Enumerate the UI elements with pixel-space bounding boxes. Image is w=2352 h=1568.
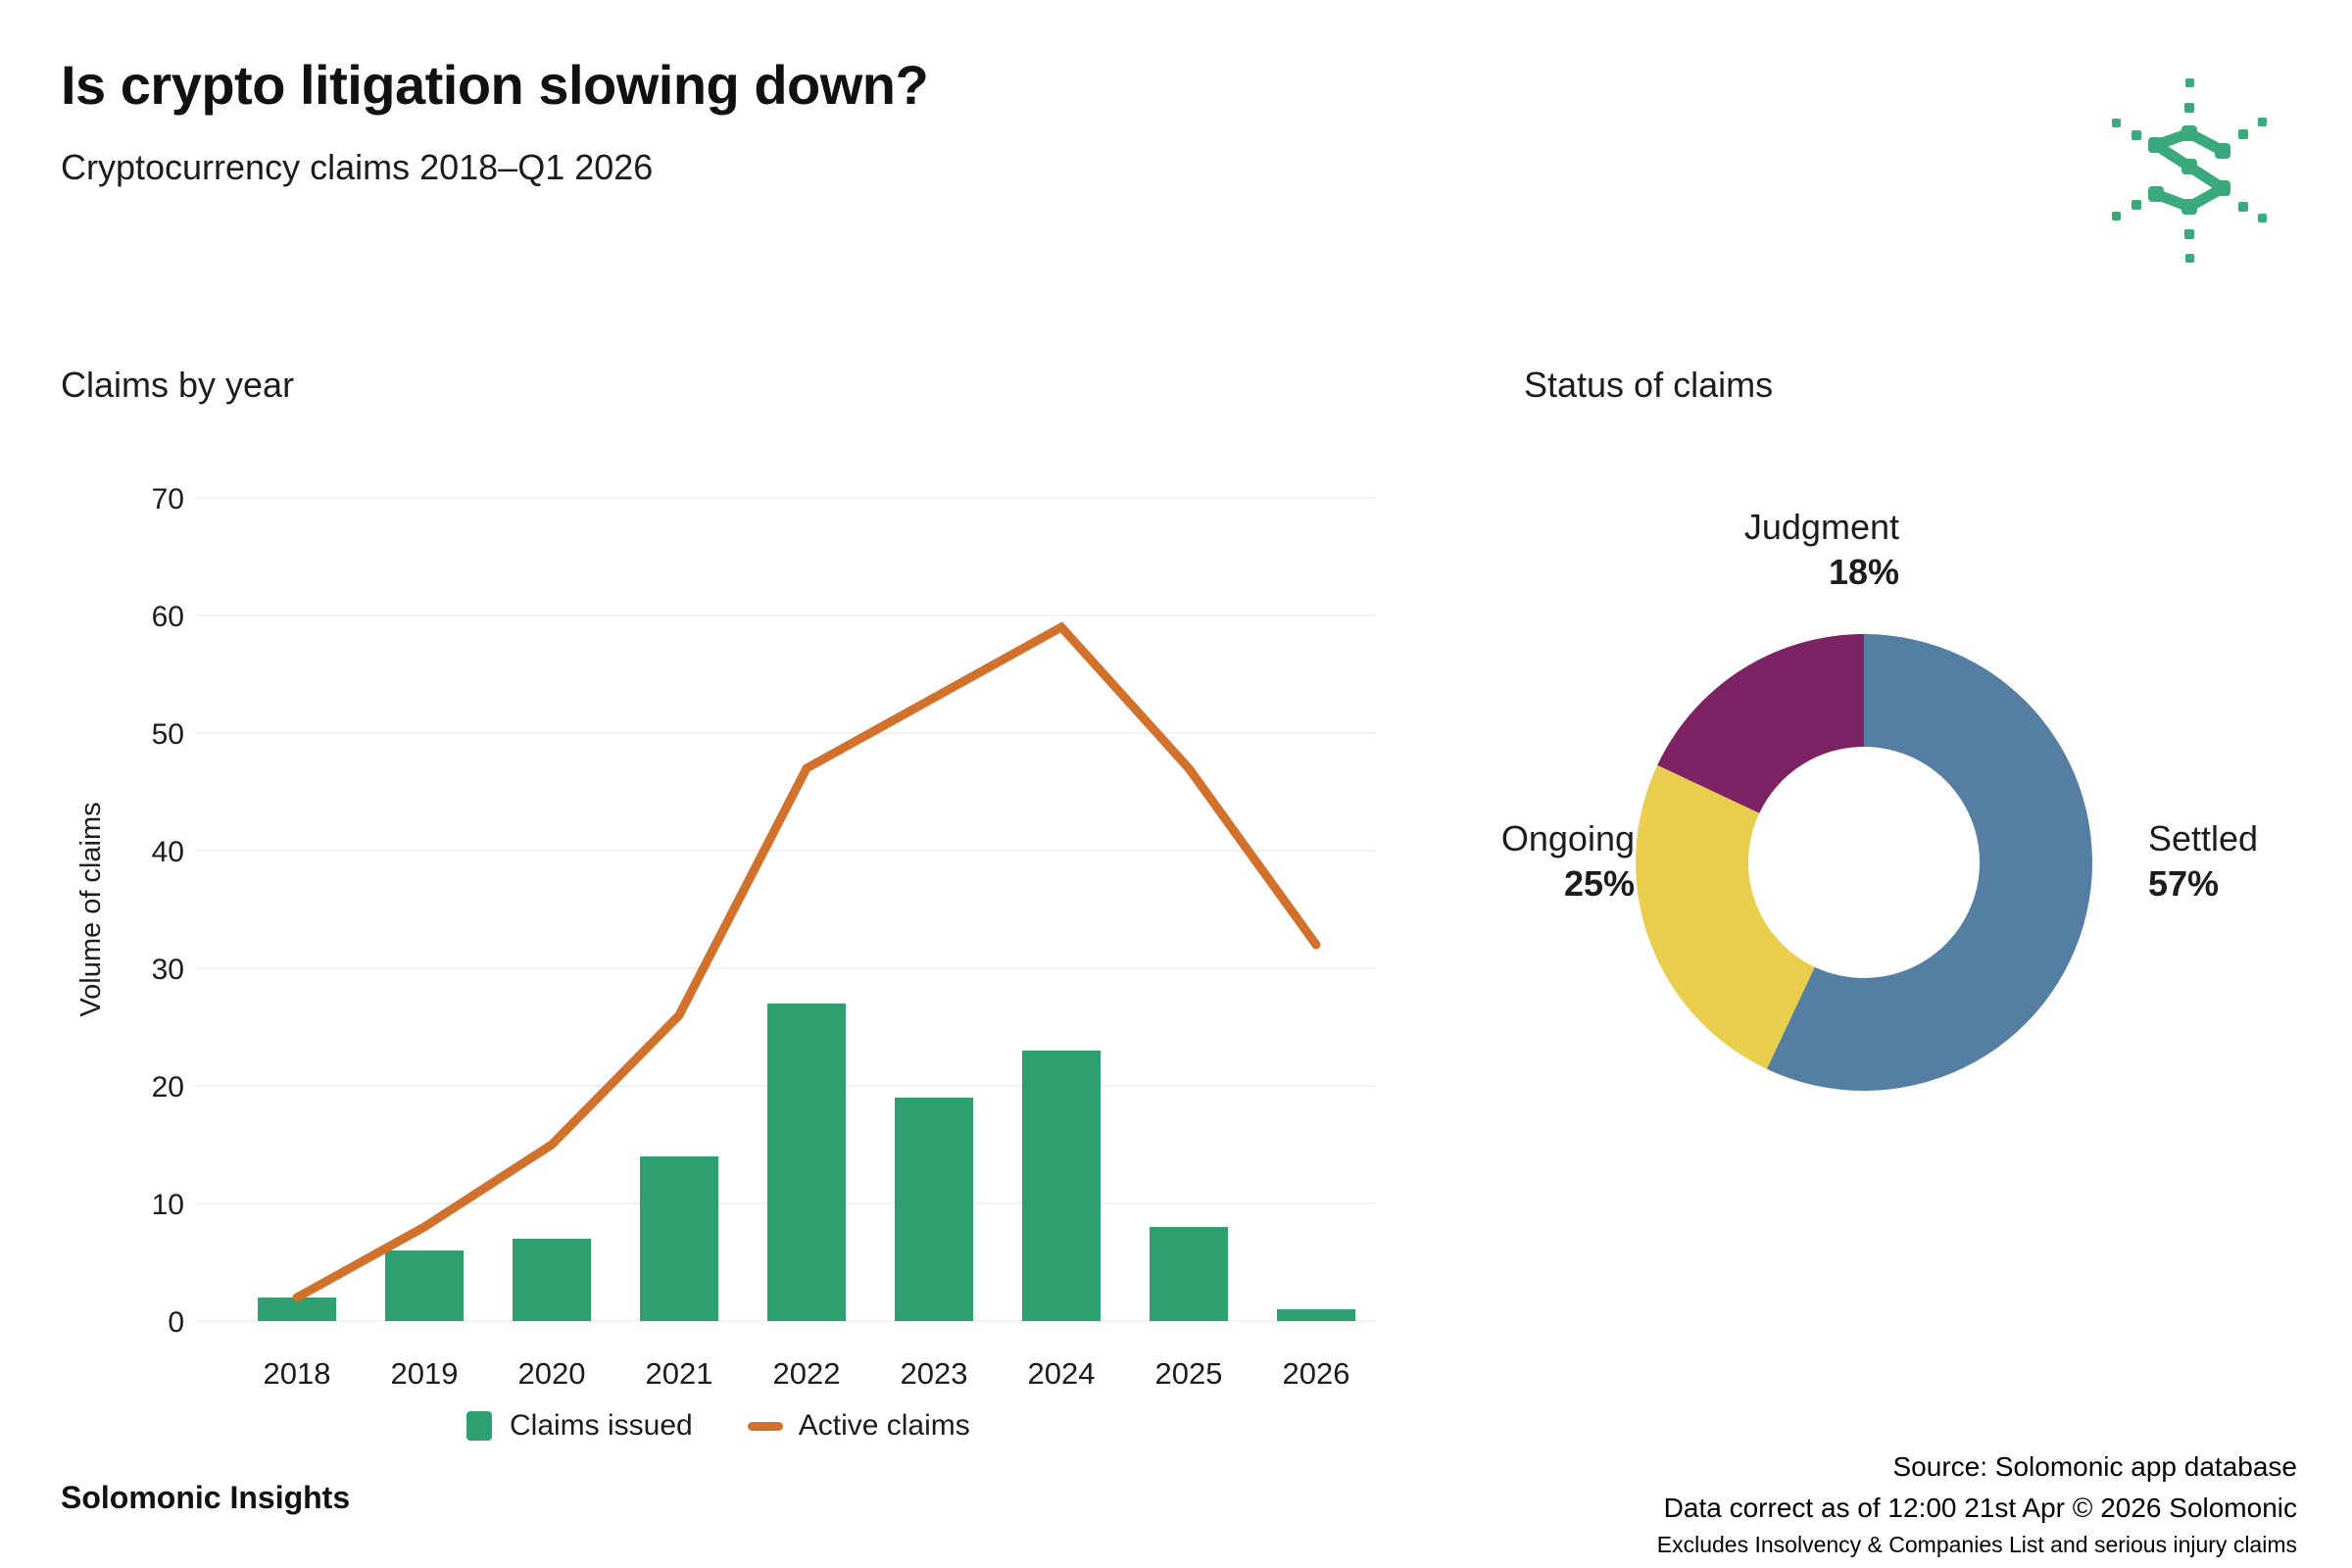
x-tick-label: 2021 (646, 1356, 713, 1391)
donut-segment-settled (1766, 634, 2092, 1091)
bar-chart-title: Claims by year (61, 365, 295, 405)
x-tick-label: 2026 (1283, 1356, 1350, 1391)
chart-legend: Claims issued Active claims (466, 1409, 970, 1443)
bar-2020 (513, 1239, 591, 1321)
source-line: Source: Solomonic app database (1892, 1451, 2298, 1482)
bar-2021 (640, 1156, 718, 1321)
page-title: Is crypto litigation slowing down? (61, 54, 929, 116)
donut-segment-judgment (1657, 634, 1864, 813)
brand-footer: Solomonic Insights (61, 1480, 351, 1515)
bar-2025 (1150, 1227, 1228, 1321)
claims-by-year-chart: 0 10 20 30 40 50 60 70 Volume of claims 2018 2019 2… (75, 483, 1376, 1391)
legend-label-active-claims: Active claims (798, 1409, 970, 1442)
solomonic-logo-icon (2112, 78, 2267, 263)
y-axis-label: Volume of claims (75, 802, 107, 1016)
x-tick-label: 2019 (391, 1356, 459, 1391)
donut-segment-ongoing (1636, 764, 1815, 1069)
segment-pct: 18% (1828, 552, 1899, 592)
bar-2026 (1277, 1309, 1355, 1321)
y-tick-label: 60 (152, 601, 184, 633)
donut-label-judgment: Judgment 18% (1744, 505, 1899, 595)
donut-chart-title: Status of claims (1524, 365, 1774, 405)
legend-label-claims-issued: Claims issued (510, 1409, 693, 1442)
x-tick-label: 2023 (901, 1356, 968, 1391)
status-of-claims-donut (1636, 634, 2092, 1091)
y-tick-label: 50 (152, 718, 184, 751)
y-tick-label: 20 (152, 1071, 184, 1103)
segment-pct: 25% (1563, 863, 1635, 904)
exclusions-line: Excludes Insolvency & Companies List and… (1656, 1532, 2297, 1557)
page-subtitle: Cryptocurrency claims 2018–Q1 2026 (61, 147, 654, 187)
y-tick-label: 30 (152, 954, 184, 986)
source-note: Source: Solomonic app database Data corr… (1657, 1446, 2297, 1560)
x-tick-label: 2024 (1028, 1356, 1096, 1391)
bar-2022 (767, 1004, 846, 1321)
active-claims-line (292, 621, 1321, 1302)
y-tick-label: 70 (152, 483, 184, 515)
claims-issued-swatch-icon (466, 1411, 492, 1441)
donut-label-settled: Settled 57% (2148, 816, 2258, 906)
donut-label-ongoing: Ongoing 25% (1501, 816, 1635, 906)
segment-name: Settled (2148, 818, 2259, 858)
segment-pct: 57% (2148, 863, 2220, 904)
x-tick-label: 2022 (773, 1356, 841, 1391)
y-tick-label: 40 (152, 836, 184, 868)
y-tick-label: 0 (168, 1306, 184, 1339)
bar-2024 (1022, 1051, 1101, 1321)
data-correct-line: Data correct as of 12:00 21st Apr © 2026… (1663, 1493, 2297, 1523)
active-claims-line-icon (747, 1421, 783, 1431)
x-tick-label: 2018 (264, 1356, 331, 1391)
x-tick-label: 2025 (1155, 1356, 1223, 1391)
segment-name: Judgment (1743, 507, 1899, 547)
bar-2019 (385, 1250, 464, 1321)
bar-2023 (895, 1098, 973, 1321)
segment-name: Ongoing (1500, 818, 1635, 858)
y-tick-label: 10 (152, 1189, 184, 1221)
x-tick-label: 2020 (518, 1356, 586, 1391)
